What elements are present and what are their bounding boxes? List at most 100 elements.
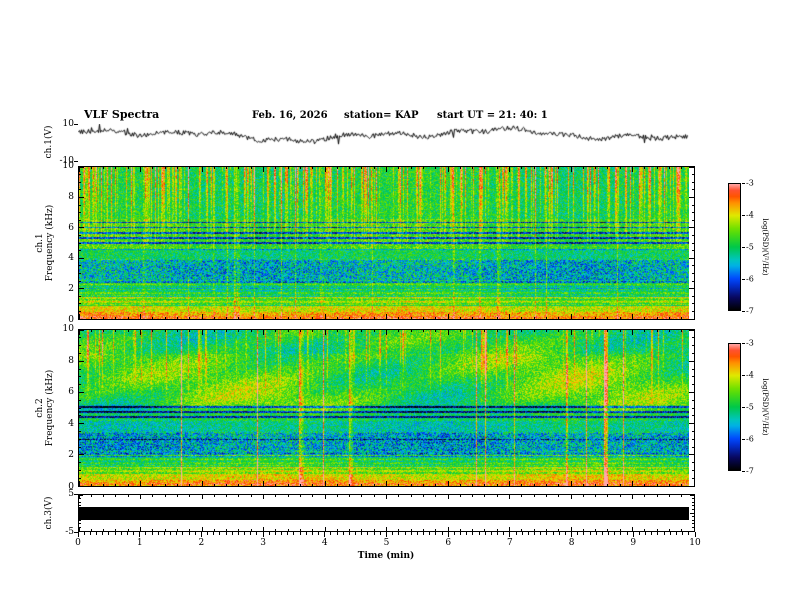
y-tick xyxy=(79,391,84,393)
x-tick xyxy=(472,317,474,319)
x-tick xyxy=(201,167,203,172)
colorbar-tick-label: -4 xyxy=(746,210,754,220)
x-tick xyxy=(226,167,228,169)
ch1-frequency-axis-label: ch.1 Frequency (kHz) xyxy=(35,203,55,283)
x-tick xyxy=(533,317,535,319)
x-tick xyxy=(164,167,166,169)
y-tick xyxy=(692,399,694,401)
x-tick xyxy=(472,484,474,486)
x-tick xyxy=(644,484,646,486)
x-tick xyxy=(484,529,486,531)
time-axis-ticks xyxy=(77,532,696,539)
x-tick xyxy=(386,167,387,172)
x-tick xyxy=(77,532,79,537)
x-tick xyxy=(656,317,658,319)
x-tick xyxy=(619,484,621,486)
x-tick xyxy=(410,529,412,531)
x-tick xyxy=(140,330,141,335)
y-tick xyxy=(79,516,81,518)
x-tick xyxy=(435,317,437,319)
x-tick xyxy=(336,167,338,169)
x-tick xyxy=(607,495,609,497)
y-tick xyxy=(79,345,81,347)
x-tick xyxy=(275,529,277,531)
x-tick xyxy=(410,167,412,169)
x-tick xyxy=(79,167,80,172)
x-tick xyxy=(644,529,646,531)
x-tick xyxy=(324,481,326,486)
x-tick xyxy=(189,167,191,169)
x-tick xyxy=(108,532,110,535)
colorbar-tick-label: -7 xyxy=(746,306,754,316)
x-tick xyxy=(164,529,166,531)
x-tick xyxy=(496,495,498,497)
x-tick xyxy=(263,330,264,335)
x-tick xyxy=(459,330,461,332)
x-tick xyxy=(422,317,424,319)
x-tick xyxy=(373,529,375,531)
x-tick xyxy=(103,484,105,486)
x-tick xyxy=(545,495,547,497)
x-tick xyxy=(496,330,498,332)
x-tick xyxy=(564,532,566,535)
y-tick xyxy=(692,250,694,252)
y-tick xyxy=(79,446,81,448)
y-tick xyxy=(79,430,81,432)
x-tick xyxy=(102,532,104,535)
x-tick xyxy=(386,527,387,531)
x-tick xyxy=(657,532,659,535)
x-tick-label: 0 xyxy=(75,538,81,548)
x-tick xyxy=(336,532,338,535)
y-tick xyxy=(79,265,81,267)
x-tick xyxy=(164,484,166,486)
x-tick xyxy=(213,532,215,535)
x-tick xyxy=(521,317,523,319)
x-tick xyxy=(189,529,191,531)
x-tick xyxy=(152,529,154,531)
x-tick xyxy=(619,167,621,169)
x-tick xyxy=(213,495,215,497)
x-tick xyxy=(404,532,406,535)
x-tick xyxy=(583,532,585,535)
x-tick xyxy=(484,317,486,319)
x-tick xyxy=(644,317,646,319)
x-tick xyxy=(324,330,326,335)
x-tick xyxy=(263,481,264,486)
x-tick-label: 8 xyxy=(568,538,575,548)
x-tick xyxy=(176,330,178,332)
x-tick xyxy=(545,167,547,169)
x-tick xyxy=(103,317,105,319)
x-tick xyxy=(460,532,462,535)
x-tick xyxy=(589,532,591,535)
x-tick xyxy=(348,532,350,535)
x-tick xyxy=(570,527,572,531)
x-tick xyxy=(244,532,246,535)
y-tick xyxy=(74,531,78,533)
y-tick xyxy=(692,430,694,432)
y-tick xyxy=(692,174,694,176)
x-tick xyxy=(656,529,658,531)
colorbar-tick-label: -4 xyxy=(746,370,754,380)
y-tick xyxy=(692,477,694,479)
x-tick xyxy=(299,167,301,169)
x-tick xyxy=(435,484,437,486)
x-tick xyxy=(349,495,351,497)
x-tick xyxy=(459,484,461,486)
x-tick xyxy=(96,532,97,535)
y-tick xyxy=(79,204,81,206)
x-tick xyxy=(305,532,307,535)
x-tick xyxy=(545,330,547,332)
x-tick xyxy=(103,330,105,332)
x-tick xyxy=(231,532,233,535)
x-tick xyxy=(681,330,683,332)
y-tick xyxy=(692,415,694,417)
x-tick xyxy=(422,495,424,497)
y-tick xyxy=(689,454,694,456)
ch2-frequency-axis-text: Frequency (kHz) xyxy=(45,369,55,447)
y-tick xyxy=(79,384,81,386)
x-tick xyxy=(324,314,326,319)
y-tick xyxy=(692,501,694,503)
x-tick xyxy=(349,167,351,169)
y-tick-label: 6 xyxy=(68,222,74,233)
y-tick xyxy=(690,495,694,496)
